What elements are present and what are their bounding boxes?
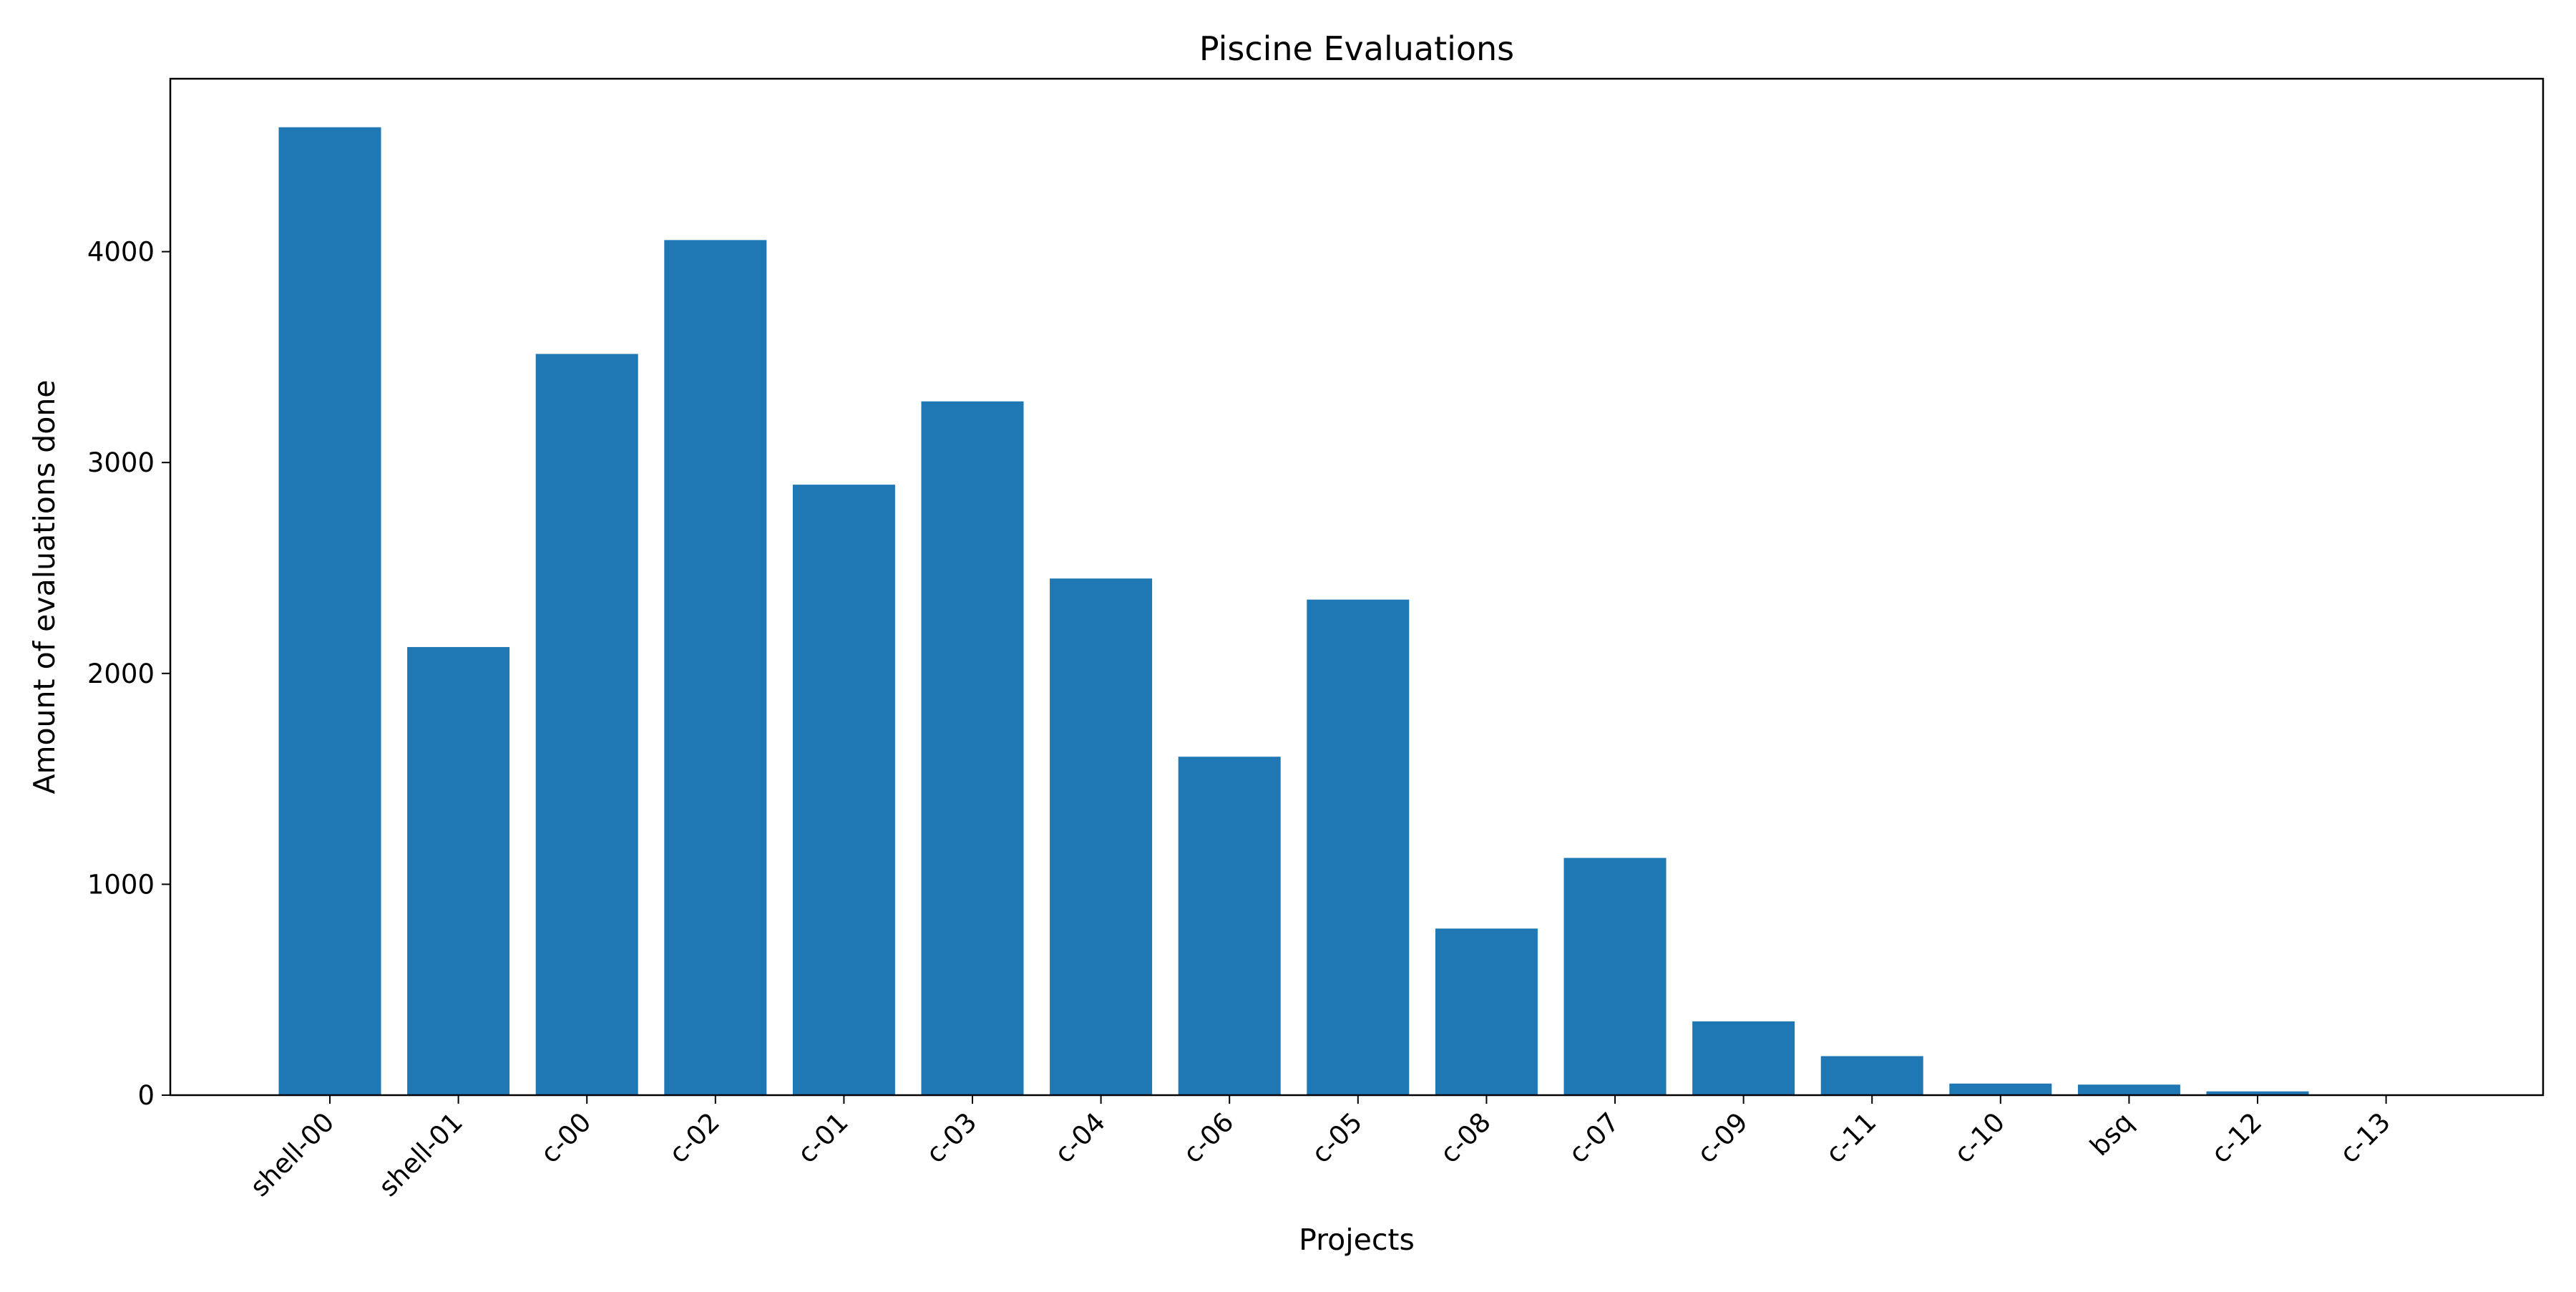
- x-axis-label: Projects: [1299, 1223, 1415, 1257]
- bar-c-10: [1949, 1083, 2052, 1095]
- y-axis-label: Amount of evaluations done: [27, 379, 62, 794]
- y-tick-label: 0: [137, 1080, 155, 1111]
- bar-c-04: [1050, 578, 1153, 1095]
- y-tick-label: 1000: [87, 869, 155, 900]
- bar-c-06: [1178, 757, 1281, 1095]
- bar-c-01: [792, 485, 895, 1095]
- plot-frame: [169, 77, 2545, 1097]
- y-tick-label: 3000: [87, 447, 155, 478]
- y-tick-label: 4000: [87, 237, 155, 268]
- bar-c-12: [2206, 1091, 2309, 1095]
- y-axis-ticks: 0 1000 2000 3000 4000: [87, 237, 170, 1111]
- bar-shell-00: [278, 127, 381, 1096]
- bar-c-08: [1435, 928, 1538, 1095]
- bar-bsq: [2077, 1084, 2180, 1095]
- bar-c-00: [535, 354, 638, 1095]
- bar-c-02: [664, 240, 767, 1096]
- bar-shell-01: [407, 646, 510, 1095]
- y-tick-label: 2000: [87, 659, 155, 689]
- bar-c-03: [921, 401, 1024, 1095]
- bar-c-05: [1307, 599, 1410, 1095]
- bar-c-07: [1563, 858, 1667, 1095]
- bars-group: [278, 127, 2309, 1096]
- chart-title: Piscine Evaluations: [1199, 29, 1514, 68]
- bar-c-09: [1692, 1021, 1795, 1095]
- bar-c-11: [1820, 1056, 1923, 1095]
